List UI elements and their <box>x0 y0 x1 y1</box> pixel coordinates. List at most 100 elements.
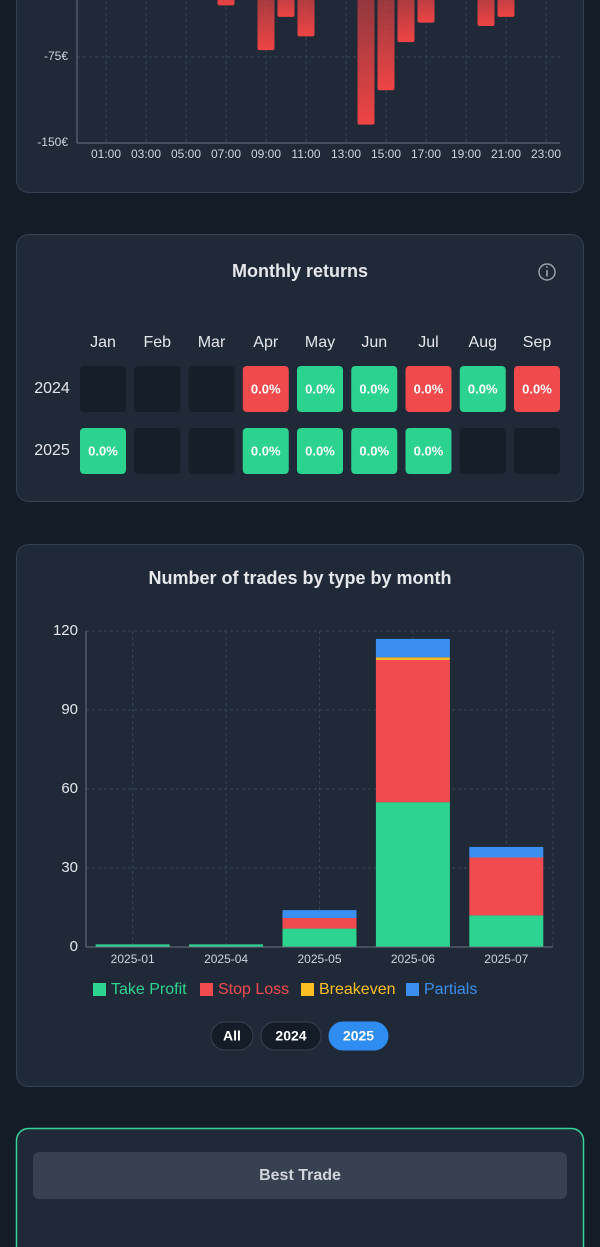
bar-segment <box>282 928 357 947</box>
return-cell <box>405 366 452 412</box>
bar <box>377 0 395 91</box>
legend-swatch <box>93 983 106 996</box>
legend-swatch <box>301 983 314 996</box>
bar <box>397 0 415 43</box>
x-tick-label: 09:00 <box>251 147 281 161</box>
y-tick-label: 30 <box>61 859 78 876</box>
return-cell <box>405 428 452 474</box>
return-cell <box>297 366 343 412</box>
month-header: Mar <box>198 334 226 351</box>
filter-button[interactable]: All <box>210 1021 254 1051</box>
trades-card <box>16 544 584 1087</box>
y-tick-label: 0 <box>70 938 78 955</box>
return-label: 0.0% <box>522 381 552 396</box>
return-cell <box>80 366 126 412</box>
chart-title: Number of trades by type by month <box>148 568 451 588</box>
x-tick-label: 2025-06 <box>391 952 435 966</box>
return-cell <box>242 428 289 474</box>
filter-pill <box>328 1021 389 1051</box>
x-tick-label: 13:00 <box>331 147 361 161</box>
return-cell <box>242 366 289 412</box>
legend-swatch <box>406 983 419 996</box>
month-header: Aug <box>469 334 497 351</box>
legend-label: Breakeven <box>319 981 396 998</box>
return-cell <box>134 428 181 474</box>
return-label: 0.0% <box>251 381 281 396</box>
bar-segment <box>189 944 264 947</box>
y-tick-label: 90 <box>61 701 78 718</box>
return-cell <box>459 428 506 474</box>
legend-label: Stop Loss <box>218 981 289 998</box>
month-header: Jun <box>361 334 387 351</box>
month-header: May <box>305 334 335 351</box>
month-header: Feb <box>143 334 171 351</box>
y-tick-label: 60 <box>61 780 78 797</box>
x-tick-label: 05:00 <box>171 147 201 161</box>
y-tick-label: 120 <box>53 622 78 639</box>
bar <box>217 0 235 6</box>
return-label: 0.0% <box>305 381 335 396</box>
return-cell <box>188 366 235 412</box>
return-label: 0.0% <box>251 443 281 458</box>
x-tick-label: 15:00 <box>371 147 401 161</box>
return-cell <box>351 366 398 412</box>
filter-label: All <box>223 1028 241 1044</box>
return-label: 0.0% <box>88 443 118 458</box>
filter-button[interactable]: 2024 <box>260 1021 322 1051</box>
bar-segment <box>469 857 544 916</box>
bar <box>477 0 495 27</box>
return-cell <box>514 366 560 412</box>
bar-segment <box>375 802 450 947</box>
return-label: 0.0% <box>414 443 444 458</box>
bar-segment <box>375 659 450 803</box>
year-label: 2024 <box>34 380 70 397</box>
monthly-returns-title: Monthly returns <box>232 261 368 281</box>
x-tick-label: 23:00 <box>531 147 561 161</box>
return-label: 0.0% <box>359 443 389 458</box>
month-header: Sep <box>523 334 552 351</box>
hourly-card <box>16 0 584 193</box>
bar-segment <box>95 944 170 947</box>
return-cell <box>80 428 126 474</box>
x-tick-label: 2025-01 <box>111 952 155 966</box>
bar <box>417 0 435 23</box>
month-header: Apr <box>253 334 279 351</box>
bar <box>277 0 295 17</box>
x-tick-label: 19:00 <box>451 147 481 161</box>
legend-label: Take Profit <box>111 981 187 998</box>
bar-segment <box>375 638 450 658</box>
x-tick-label: 17:00 <box>411 147 441 161</box>
x-tick-label: 2025-04 <box>204 952 248 966</box>
bar <box>497 0 515 17</box>
return-label: 0.0% <box>468 381 498 396</box>
return-cell <box>351 428 398 474</box>
bar <box>357 0 375 125</box>
return-cell <box>297 428 343 474</box>
filter-label: 2024 <box>275 1028 306 1044</box>
y-tick-label: -150€ <box>37 135 68 149</box>
bar-segment <box>469 915 544 947</box>
bar-segment <box>282 910 357 919</box>
x-tick-label: 11:00 <box>291 147 320 161</box>
x-tick-label: 2025-07 <box>484 952 528 966</box>
bar <box>297 0 315 37</box>
legend-label: Partials <box>424 981 477 998</box>
filter-pill <box>260 1021 322 1051</box>
return-cell <box>514 428 560 474</box>
return-cell <box>134 366 181 412</box>
filter-pill <box>210 1021 254 1051</box>
return-cell <box>459 366 506 412</box>
x-tick-label: 07:00 <box>211 147 241 161</box>
info-icon[interactable] <box>538 263 556 281</box>
return-label: 0.0% <box>414 381 444 396</box>
best-trade-button[interactable] <box>33 1152 567 1199</box>
legend-swatch <box>200 983 213 996</box>
filter-label: 2025 <box>343 1028 374 1044</box>
filter-button[interactable]: 2025 <box>328 1021 389 1051</box>
return-cell <box>188 428 235 474</box>
bar-segment <box>375 657 450 660</box>
return-label: 0.0% <box>305 443 335 458</box>
month-header: Jul <box>418 334 438 351</box>
